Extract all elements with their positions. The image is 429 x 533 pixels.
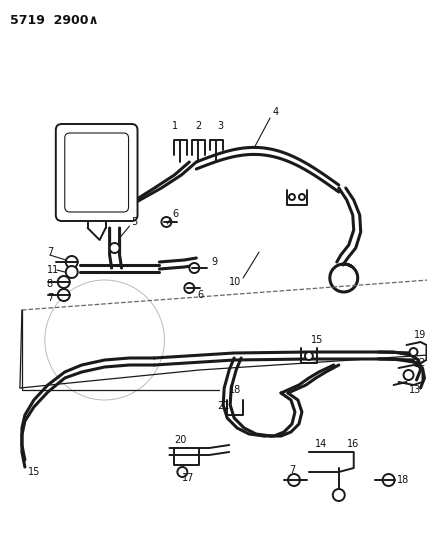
Circle shape — [109, 243, 120, 253]
Text: 1: 1 — [172, 121, 178, 131]
Circle shape — [66, 256, 78, 268]
Circle shape — [410, 348, 417, 356]
Circle shape — [383, 474, 395, 486]
Text: 11: 11 — [47, 265, 59, 275]
Text: 14: 14 — [315, 439, 327, 449]
Text: 17: 17 — [182, 473, 195, 483]
Text: 8: 8 — [47, 279, 53, 289]
Text: 10: 10 — [229, 277, 242, 287]
Circle shape — [189, 263, 199, 273]
Text: 16: 16 — [347, 439, 359, 449]
Circle shape — [177, 467, 187, 477]
Circle shape — [58, 289, 70, 301]
Text: 15: 15 — [311, 335, 323, 345]
Text: 9: 9 — [211, 257, 218, 267]
Text: 15: 15 — [28, 467, 40, 477]
Text: 12: 12 — [414, 358, 426, 368]
Text: 19: 19 — [414, 330, 426, 340]
Text: 18: 18 — [396, 475, 409, 485]
Text: 20: 20 — [174, 435, 187, 445]
FancyBboxPatch shape — [56, 124, 138, 221]
Text: 6: 6 — [197, 290, 203, 300]
Circle shape — [58, 276, 70, 288]
Circle shape — [66, 266, 78, 278]
Text: 21: 21 — [217, 401, 230, 411]
Text: 18: 18 — [229, 385, 242, 395]
Circle shape — [289, 194, 295, 200]
Text: 7: 7 — [289, 465, 295, 475]
Text: 7: 7 — [47, 247, 53, 257]
Text: 3: 3 — [217, 121, 224, 131]
Text: 5: 5 — [132, 217, 138, 227]
Circle shape — [333, 489, 345, 501]
Text: 6: 6 — [172, 209, 178, 219]
Circle shape — [161, 217, 172, 227]
Text: 7: 7 — [47, 293, 53, 303]
Circle shape — [288, 474, 300, 486]
Text: 4: 4 — [273, 107, 279, 117]
Text: 2: 2 — [195, 121, 202, 131]
Circle shape — [184, 283, 194, 293]
Circle shape — [305, 352, 313, 360]
Text: 13: 13 — [408, 385, 421, 395]
Text: 5719  2900∧: 5719 2900∧ — [10, 14, 99, 27]
Circle shape — [404, 370, 414, 380]
Circle shape — [299, 194, 305, 200]
